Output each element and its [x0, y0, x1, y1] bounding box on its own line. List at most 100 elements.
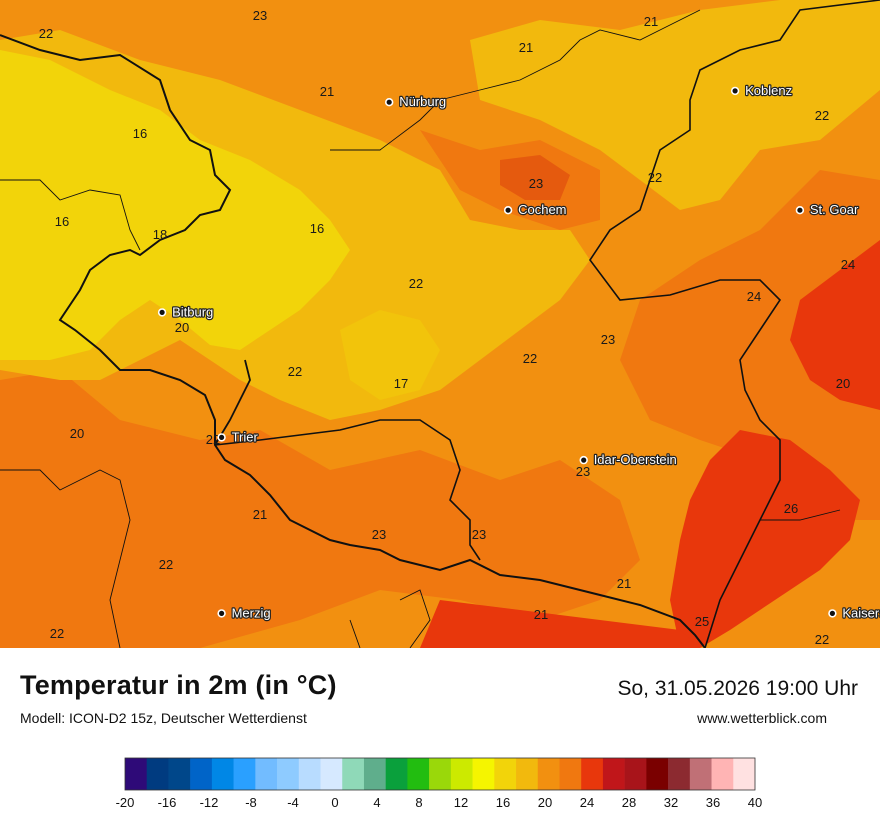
legend-color-box	[190, 758, 213, 790]
temperature-value: 21	[253, 507, 267, 522]
temperature-value: 22	[648, 170, 662, 185]
temperature-value: 24	[841, 257, 855, 272]
city-label: Bitburg	[172, 304, 213, 319]
legend-color-box	[668, 758, 691, 790]
legend-tick-label: -12	[200, 795, 219, 810]
temperature-value: 16	[133, 126, 147, 141]
city-label: St. Goar	[810, 202, 859, 217]
city-marker	[579, 455, 588, 465]
admin-line-south	[349, 509, 841, 648]
temperature-value: 25	[695, 614, 709, 629]
legend-color-box	[429, 758, 452, 790]
legend-color-box	[494, 758, 517, 790]
legend-outline	[124, 757, 756, 791]
state-border-east	[589, 0, 880, 648]
temperature-zone-17	[340, 310, 440, 400]
legend-color-box	[581, 758, 604, 790]
temperature-value: 18	[153, 227, 167, 242]
state-border-saar	[214, 419, 481, 561]
model-subtitle: Modell: ICON-D2 15z, Deutscher Wetterdie…	[20, 710, 307, 726]
legend-tick-labels: -20 -16 -12 -8 -4 0 4 8 12 16 20 24 28 32 36 40	[116, 795, 763, 810]
legend-color-box	[211, 758, 234, 790]
legend-tick-label: 16	[496, 795, 510, 810]
city-marker	[385, 97, 394, 107]
city-marker	[828, 609, 837, 618]
city-label: Nürburg	[399, 94, 446, 109]
temperature-value: 22	[159, 557, 173, 572]
city-marker	[503, 206, 513, 215]
temperature-value: 22	[50, 626, 64, 641]
legend-color-box	[450, 758, 473, 790]
legend-tick-label: 40	[748, 795, 762, 810]
legend-color-box	[624, 758, 647, 790]
legend-color-box	[516, 758, 539, 790]
city-marker	[795, 206, 805, 215]
legend-tick-label: 28	[622, 795, 636, 810]
legend-color-box	[733, 758, 756, 790]
legend-color-box	[407, 758, 430, 790]
temperature-value: 23	[372, 527, 386, 542]
temperature-value: 23	[601, 332, 615, 347]
national-border	[0, 34, 706, 648]
admin-line-sw	[0, 469, 131, 648]
legend-tick-label: 0	[331, 795, 338, 810]
temperature-value: 23	[253, 8, 267, 23]
footer: Temperatur in 2m (in °C) Modell: ICON-D2…	[0, 648, 880, 830]
temperature-value: 22	[815, 632, 829, 647]
temperature-value: 17	[394, 376, 408, 391]
legend-tick-label: -20	[116, 795, 135, 810]
city-label: Idar-Oberstein	[594, 452, 677, 467]
admin-line-west	[0, 179, 141, 251]
legend-color-box	[537, 758, 560, 790]
legend-tick-label: 24	[580, 795, 594, 810]
temperature-value: 22	[206, 432, 220, 447]
temperature-zone-22	[0, 370, 640, 648]
temperature-zone-16	[0, 50, 350, 360]
legend-tick-label: 32	[664, 795, 678, 810]
legend-tick-label: -8	[245, 795, 257, 810]
temperature-zone-24-south	[420, 600, 700, 648]
legend-tick-label: 12	[454, 795, 468, 810]
temperature-value: 20	[175, 320, 189, 335]
legend-tick-label: 8	[415, 795, 422, 810]
legend-color-box	[146, 758, 169, 790]
legend-tick-label: 20	[538, 795, 552, 810]
website-link[interactable]: www.wetterblick.com	[697, 710, 827, 726]
temperature-value: 22	[39, 26, 53, 41]
temperature-value: 20	[70, 426, 84, 441]
legend-color-box	[277, 758, 300, 790]
state-border-west	[214, 359, 251, 446]
legend-color-box	[233, 758, 256, 790]
temperature-zone-24-east	[790, 240, 880, 410]
temperature-value: 23	[576, 464, 590, 479]
legend-color-box	[385, 758, 408, 790]
legend-tick-label: -4	[287, 795, 299, 810]
temperature-value: 21	[519, 40, 533, 55]
city-marker	[217, 609, 226, 618]
legend-color-box	[689, 758, 712, 790]
legend-tick-label: -16	[158, 795, 177, 810]
city-marker	[217, 433, 226, 442]
legend-color-box	[646, 758, 669, 790]
legend-color-box	[255, 758, 278, 790]
city-marker	[730, 86, 740, 96]
temperature-value: 16	[55, 214, 69, 229]
city-label: Merzig	[232, 605, 271, 620]
page-title: Temperatur in 2m (in °C)	[20, 670, 337, 700]
legend-color-boxes	[124, 757, 756, 791]
forecast-datetime: So, 31.05.2026 19:00 Uhr	[617, 677, 858, 700]
temperature-value: 26	[784, 501, 798, 516]
temperature-value: 23	[529, 176, 543, 191]
temperature-value: 23	[472, 527, 486, 542]
temperature-zone-18-north	[470, 0, 880, 210]
legend-color-box	[342, 758, 365, 790]
legend-color-box	[320, 758, 343, 790]
legend-color-box	[711, 758, 734, 790]
legend-color-box	[472, 758, 495, 790]
legend-color-box	[559, 758, 582, 790]
legend-tick-label: 4	[373, 795, 380, 810]
admin-line-north	[330, 9, 701, 151]
temperature-value: 22	[288, 364, 302, 379]
legend-color-box	[363, 758, 386, 790]
